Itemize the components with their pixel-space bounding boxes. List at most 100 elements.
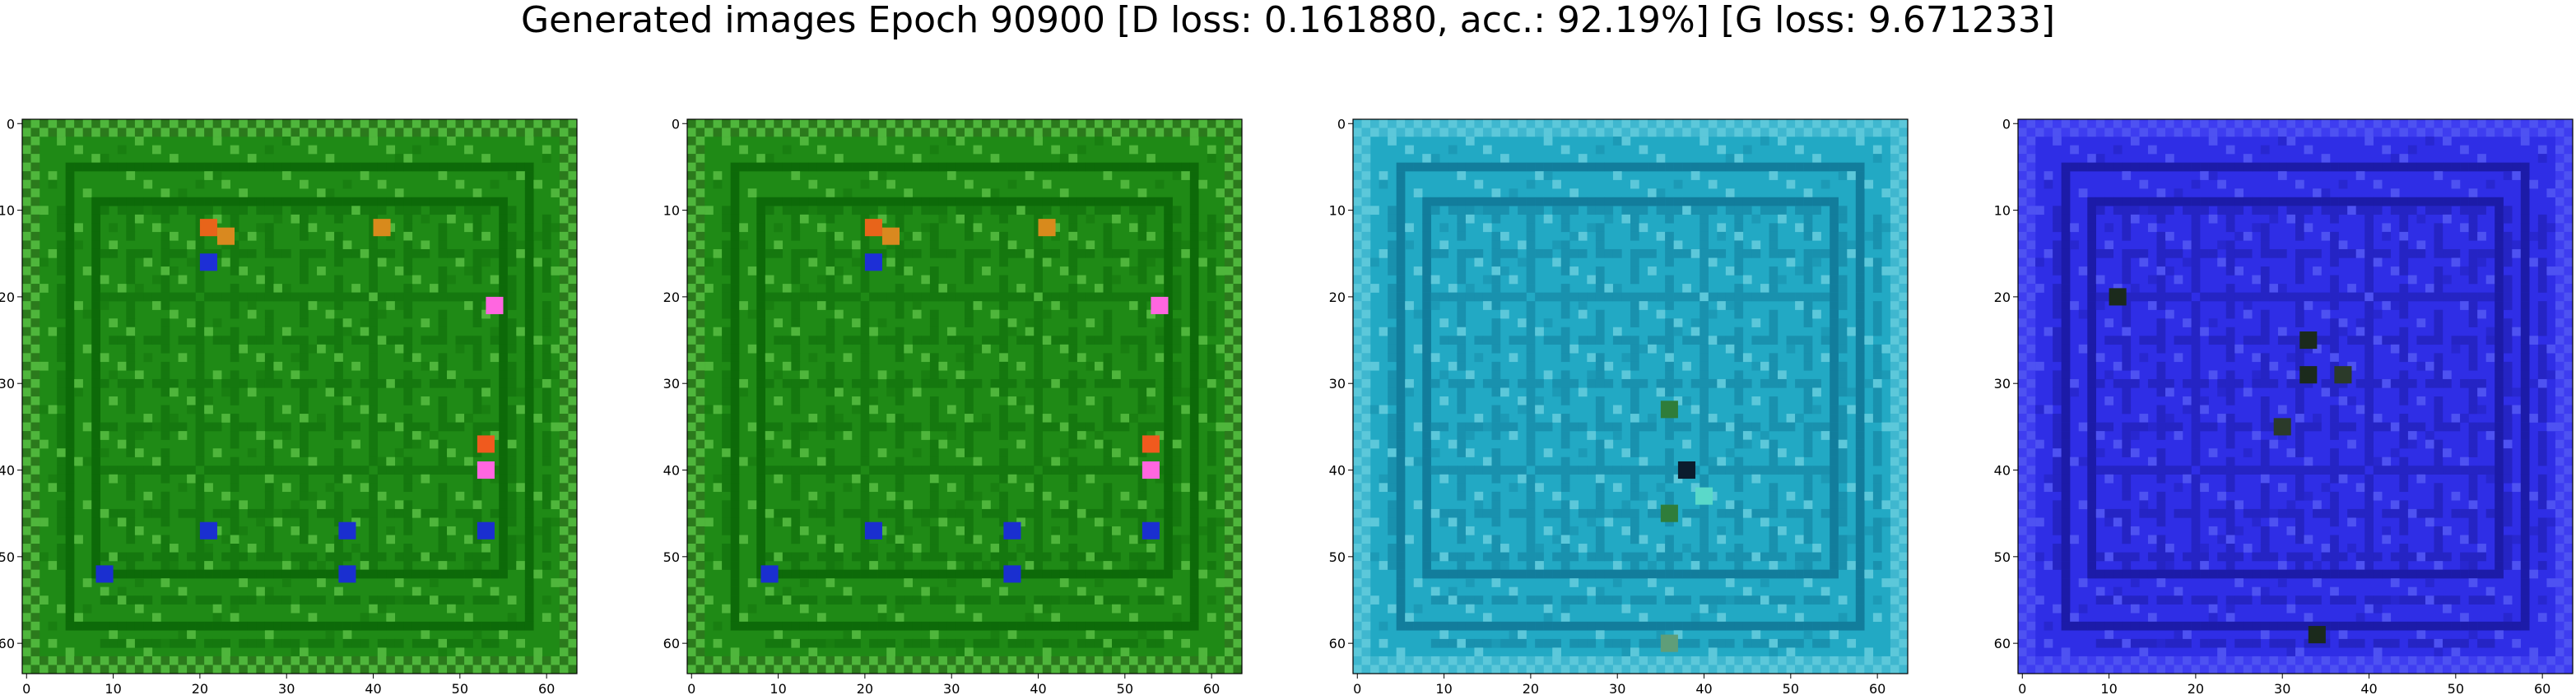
y-tick-label: 40 <box>663 463 680 479</box>
pixel-blob <box>881 227 900 245</box>
pixel-blob <box>1003 565 1021 583</box>
x-tick-label: 40 <box>1695 681 1712 695</box>
pixel-blob <box>199 253 217 271</box>
x-tick-label: 0 <box>22 681 30 695</box>
y-tick-label: 50 <box>663 549 680 565</box>
pixel-blob <box>216 227 235 245</box>
x-tick-label: 10 <box>2100 681 2117 695</box>
y-tick-label: 40 <box>1994 463 2011 479</box>
y-tick-label: 10 <box>0 203 15 219</box>
pixel-blob <box>477 461 495 480</box>
pixel-blob <box>373 219 391 237</box>
y-tick-label: 60 <box>1994 636 2011 651</box>
x-tick-label: 50 <box>452 681 468 695</box>
x-tick-label: 20 <box>192 681 208 695</box>
image-panel-1: 0 10 20 30 40 50 60 0 10 20 30 40 50 60 <box>0 116 578 695</box>
x-tick-label: 40 <box>2360 681 2377 695</box>
pixel-blob <box>95 565 114 583</box>
pixel-blob <box>338 521 356 540</box>
figure-title: Generated images Epoch 90900 [D loss: 0.… <box>520 0 2056 41</box>
pixel-blob <box>199 219 217 237</box>
x-tick-label: 40 <box>1030 681 1046 695</box>
pixel-blob <box>1003 521 1021 540</box>
y-tick-label: 0 <box>672 116 680 132</box>
x-tick-label: 10 <box>770 681 786 695</box>
pixel-blob <box>199 521 217 540</box>
x-tick-label: 10 <box>1435 681 1452 695</box>
image-pixels <box>1353 119 1909 674</box>
image-panel-3: 0 10 20 30 40 50 60 0 10 20 30 40 50 60 <box>1329 116 1909 695</box>
x-tick-label: 50 <box>2448 681 2464 695</box>
x-tick-label: 0 <box>1353 681 1361 695</box>
pixel-blob <box>1660 504 1678 522</box>
pixel-blob <box>760 565 779 583</box>
y-tick-label: 20 <box>1994 290 2011 305</box>
y-tick-label: 40 <box>1329 463 1346 479</box>
y-tick-label: 40 <box>0 463 15 479</box>
image-panel-4: 0 10 20 30 40 50 60 0 10 20 30 40 50 60 <box>1994 116 2574 695</box>
axes-frame <box>1352 118 1909 674</box>
image-pixels <box>687 119 1243 674</box>
pixel-blob <box>1695 487 1713 505</box>
pixel-blob <box>1677 461 1695 480</box>
y-tick-label: 0 <box>1337 116 1346 132</box>
x-tick-label: 60 <box>538 681 555 695</box>
pixel-blob <box>864 521 882 540</box>
y-tick-label: 30 <box>0 376 15 392</box>
x-tick-label: 60 <box>1869 681 1886 695</box>
pixel-blob <box>1142 435 1160 453</box>
x-tick-label: 60 <box>2534 681 2550 695</box>
image-pixels <box>22 119 578 674</box>
y-tick-label: 60 <box>0 636 15 651</box>
axes-frame <box>21 118 578 674</box>
x-tick-label: 30 <box>1609 681 1625 695</box>
pixel-blob <box>1151 296 1169 314</box>
pixel-blob <box>1038 219 1056 237</box>
pixel-blob <box>2299 366 2318 384</box>
x-tick-label: 30 <box>278 681 295 695</box>
y-tick-label: 30 <box>1994 376 2011 392</box>
image-panel-2: 0 10 20 30 40 50 60 0 10 20 30 40 50 60 <box>663 116 1243 695</box>
x-tick-label: 40 <box>365 681 381 695</box>
pixel-blob <box>1142 521 1160 540</box>
y-tick-label: 20 <box>1329 290 1346 305</box>
y-tick-label: 30 <box>663 376 680 392</box>
y-tick-label: 10 <box>1329 203 1346 219</box>
pixel-blob <box>477 521 495 540</box>
x-tick-label: 0 <box>2018 681 2026 695</box>
pixel-blob <box>2109 288 2127 306</box>
y-tick-label: 50 <box>0 549 15 565</box>
y-tick-label: 10 <box>663 203 680 219</box>
axes-frame <box>686 118 1243 674</box>
pixel-blob <box>1660 634 1678 652</box>
pixel-blob <box>338 565 356 583</box>
x-tick-label: 60 <box>1203 681 1220 695</box>
x-tick-label: 0 <box>687 681 695 695</box>
y-tick-label: 50 <box>1329 549 1346 565</box>
x-tick-label: 20 <box>857 681 873 695</box>
x-tick-label: 20 <box>1523 681 1539 695</box>
y-tick-label: 60 <box>663 636 680 651</box>
pixel-blob <box>2334 366 2352 384</box>
y-tick-label: 20 <box>0 290 15 305</box>
y-tick-label: 60 <box>1329 636 1346 651</box>
pixel-blob <box>2273 418 2291 436</box>
y-tick-label: 0 <box>2002 116 2011 132</box>
axes-frame <box>2017 118 2574 674</box>
pixel-blob <box>864 253 882 271</box>
x-tick-label: 10 <box>105 681 121 695</box>
x-tick-label: 20 <box>2188 681 2204 695</box>
pixel-blob <box>486 296 504 314</box>
x-tick-label: 50 <box>1117 681 1133 695</box>
y-tick-label: 0 <box>7 116 15 132</box>
y-tick-label: 10 <box>1994 203 2011 219</box>
pixel-blob <box>477 435 495 453</box>
pixel-blob <box>1660 401 1678 419</box>
y-tick-label: 50 <box>1994 549 2011 565</box>
image-pixels <box>2018 119 2574 674</box>
y-tick-label: 20 <box>663 290 680 305</box>
x-tick-label: 50 <box>1783 681 1799 695</box>
pixel-blob <box>2308 626 2326 644</box>
y-tick-label: 30 <box>1329 376 1346 392</box>
pixel-blob <box>2299 331 2318 350</box>
